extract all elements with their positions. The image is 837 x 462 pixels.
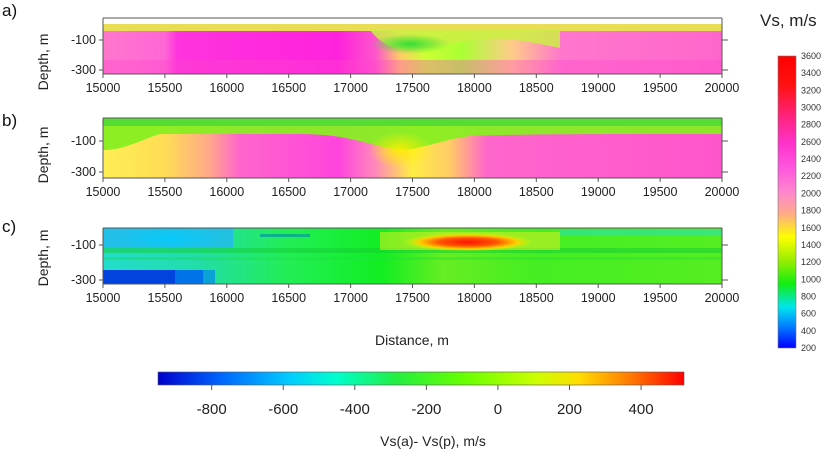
- colorbar-ticks: 3600 3400 3200 3000 2800 2600 2400 2200 2000 1800…: [801, 51, 821, 353]
- colorbar-tick-label: 3600: [801, 51, 821, 61]
- colorbar-tick-label: -600: [268, 401, 298, 418]
- colorbar-tick-label: -800: [197, 401, 227, 418]
- colorbar-tick-label: 400: [801, 326, 816, 336]
- vs-colorbar: Vs, m/s 3600 3400 3200 3000 2800 2600 2400 2200…: [760, 11, 821, 353]
- x-tick-label: 15000: [86, 81, 121, 95]
- panel-letter: b): [2, 111, 17, 130]
- y-axis-label: Depth, m: [35, 127, 51, 184]
- colorbar-title: Vs(a)- Vs(p), m/s: [380, 433, 486, 449]
- x-tick-label: 17000: [333, 291, 368, 305]
- x-tick-label: 15000: [86, 291, 121, 305]
- heatmap-image: [103, 24, 722, 74]
- x-tick-label: 17000: [333, 185, 368, 199]
- x-tick-label: 16000: [209, 81, 244, 95]
- x-tick-label: 20000: [705, 81, 740, 95]
- x-tick-label: 16500: [271, 291, 306, 305]
- x-ticks: 15000 15500 16000 16500 17000 17500 18000 18500…: [86, 74, 740, 95]
- y-tick-label: -300: [71, 63, 96, 77]
- colorbar-tick-label: -400: [340, 401, 370, 418]
- x-tick-label: 15000: [86, 185, 121, 199]
- y-tick-label: -100: [71, 238, 96, 252]
- panel-letter: c): [2, 217, 16, 236]
- x-ticks: 15000 15500 16000 16500 17000 17500 18000 18500…: [86, 284, 740, 305]
- x-tick-label: 19500: [643, 81, 678, 95]
- x-tick-label: 18500: [519, 81, 554, 95]
- colorbar-tick-label: 3000: [801, 103, 821, 113]
- x-axis-label: Distance, m: [375, 332, 449, 348]
- colorbar-tick-label: 400: [629, 401, 654, 418]
- x-tick-label: 18000: [457, 291, 492, 305]
- x-tick-label: 17500: [395, 81, 430, 95]
- panel-letter: a): [2, 1, 17, 20]
- y-axis-label: Depth, m: [35, 34, 51, 91]
- colorbar-tick-label: 1600: [801, 223, 821, 233]
- x-tick-label: 20000: [705, 185, 740, 199]
- colorbar-tick-label: 1000: [801, 274, 821, 284]
- x-tick-label: 19000: [581, 291, 616, 305]
- colorbar-tick-label: 3200: [801, 85, 821, 95]
- x-tick-label: 15500: [148, 291, 183, 305]
- x-tick-label: 19000: [581, 185, 616, 199]
- y-tick-label: -100: [71, 134, 96, 148]
- colorbar-gradient: [157, 371, 685, 386]
- colorbar-tick-label: 1200: [801, 257, 821, 267]
- colorbar-tick-label: 600: [801, 309, 816, 319]
- x-tick-label: 18500: [519, 185, 554, 199]
- x-tick-label: 17500: [395, 185, 430, 199]
- heatmap-image: [103, 226, 722, 284]
- x-ticks: 15000 15500 16000 16500 17000 17500 18000 18500…: [86, 178, 740, 199]
- colorbar-tick-label: 0: [494, 401, 502, 418]
- colorbar-tick-label: 2600: [801, 137, 821, 147]
- colorbar-tick-label: 200: [801, 343, 816, 353]
- x-tick-label: 15500: [148, 185, 183, 199]
- colorbar-tick-label: 1800: [801, 206, 821, 216]
- x-tick-label: 16000: [209, 291, 244, 305]
- heatmap-image: [103, 118, 722, 178]
- x-tick-label: 18000: [457, 81, 492, 95]
- x-tick-label: 19500: [643, 185, 678, 199]
- colorbar-ticks: -800 -600 -400 -200 0 200 400: [197, 385, 654, 418]
- colorbar-gradient: [777, 55, 797, 349]
- colorbar-tick-label: 800: [801, 291, 816, 301]
- x-tick-label: 17000: [333, 81, 368, 95]
- x-tick-label: 16000: [209, 185, 244, 199]
- x-tick-label: 17500: [395, 291, 430, 305]
- x-tick-label: 19500: [643, 291, 678, 305]
- x-tick-label: 15500: [148, 81, 183, 95]
- y-ticks: -100 -300: [71, 33, 728, 77]
- y-tick-label: -300: [71, 165, 96, 179]
- y-axis-label: Depth, m: [35, 230, 51, 287]
- y-tick-label: -300: [71, 273, 96, 287]
- y-ticks: -100 -300: [71, 134, 728, 179]
- y-ticks: -100 -300: [71, 238, 728, 287]
- colorbar-tick-label: 2200: [801, 171, 821, 181]
- x-tick-label: 16500: [271, 185, 306, 199]
- colorbar-tick-label: 2800: [801, 120, 821, 130]
- x-tick-label: 18500: [519, 291, 554, 305]
- x-tick-label: 18000: [457, 185, 492, 199]
- panel-b: b) Depth, m 15000 15500 16000 16500 17000 175…: [2, 111, 739, 199]
- colorbar-title: Vs, m/s: [760, 11, 817, 30]
- x-tick-label: 16500: [271, 81, 306, 95]
- colorbar-tick-label: -200: [411, 401, 441, 418]
- colorbar-tick-label: 2400: [801, 154, 821, 164]
- y-tick-label: -100: [71, 33, 96, 47]
- panel-a: a) Depth, m 15000 15500 16000 16500 17000 175…: [2, 1, 739, 95]
- panel-c: c) Depth, m 15000 15500 16000 16500 17000 175…: [2, 217, 739, 348]
- colorbar-tick-label: 1400: [801, 240, 821, 250]
- x-tick-label: 20000: [705, 291, 740, 305]
- diff-colorbar: -800 -600 -400 -200 0 200 400 Vs(a)- Vs(p), m/…: [157, 371, 685, 449]
- colorbar-tick-label: 200: [557, 401, 582, 418]
- colorbar-tick-label: 3400: [801, 68, 821, 78]
- x-tick-label: 19000: [581, 81, 616, 95]
- colorbar-tick-label: 2000: [801, 188, 821, 198]
